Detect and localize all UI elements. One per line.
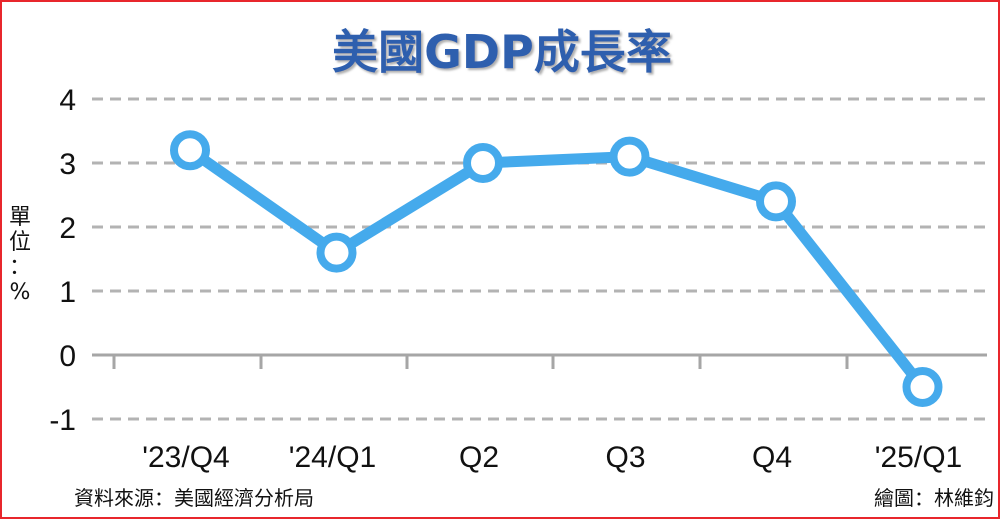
y-tick-label: -1 [49, 404, 76, 437]
y-tick-label: 4 [59, 84, 76, 117]
y-tick-label: 3 [59, 148, 76, 181]
data-point [316, 232, 357, 273]
y-axis-label-char: % [10, 280, 31, 305]
y-axis-label-char: ： [9, 255, 31, 280]
x-tick-label: Q4 [752, 441, 792, 474]
x-axis-ticks: '23/Q4 '24/Q1 Q2 Q3 Q4 '25/Q1 [142, 441, 962, 474]
y-tick-label: 2 [59, 212, 76, 245]
x-tick-label: '24/Q1 [289, 441, 376, 474]
credit-note: 繪圖：林維鈞 [874, 486, 994, 510]
data-point [609, 136, 650, 177]
x-tick-label: Q2 [459, 441, 499, 474]
y-tick-label: 1 [59, 276, 76, 309]
y-axis-label-char: 單 [9, 205, 31, 230]
x-tick-label: Q3 [605, 441, 645, 474]
series-gdp-growth [170, 130, 943, 407]
x-tick-label: '23/Q4 [142, 441, 229, 474]
data-point [170, 130, 210, 171]
data-point [902, 367, 943, 407]
y-axis-label: 單位：% [9, 205, 31, 305]
x-axis [92, 353, 987, 369]
series-line [184, 144, 928, 393]
chart-title: 美國GDP成長率 [332, 25, 672, 79]
gridlines [92, 97, 987, 421]
source-note: 資料來源：美國經濟分析局 [74, 486, 314, 510]
data-point [756, 181, 796, 222]
y-axis-ticks: 4 3 2 1 0 -1 [49, 84, 76, 437]
y-tick-label: 0 [59, 340, 76, 373]
x-tick-label: '25/Q1 [875, 441, 962, 474]
data-point [463, 143, 503, 183]
y-axis-label-char: 位 [9, 230, 31, 255]
